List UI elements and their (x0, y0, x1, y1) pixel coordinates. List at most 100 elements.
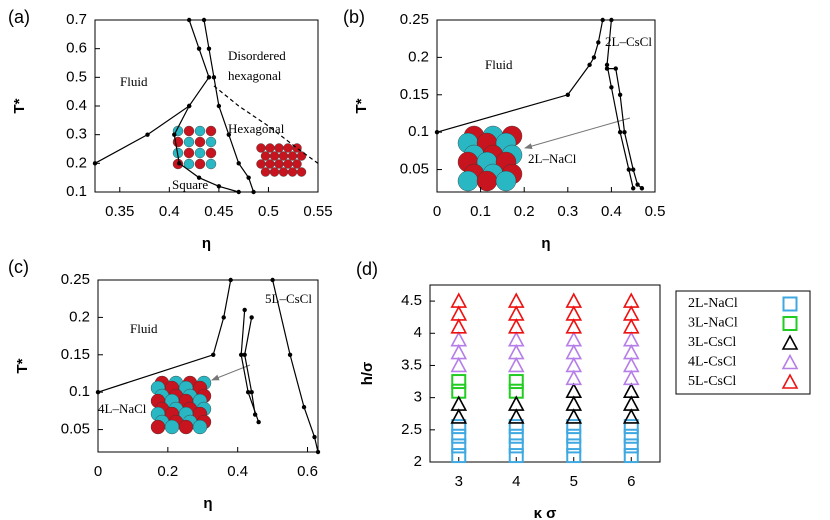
legend-marker (781, 334, 799, 350)
triangle-marker (622, 395, 640, 411)
point (206, 46, 212, 51)
y-tick-label: 0.1 (69, 383, 90, 400)
square-marker (623, 448, 639, 464)
point (591, 55, 597, 60)
point (301, 404, 307, 410)
panel-label: (c) (8, 257, 29, 277)
triangle-marker (507, 305, 525, 321)
legend-marker (782, 296, 798, 312)
point (604, 66, 610, 71)
point (631, 167, 636, 172)
y-tick-label: 0.25 (61, 271, 90, 288)
square-marker (451, 438, 467, 454)
point (145, 132, 150, 137)
point (270, 277, 275, 283)
point (613, 66, 618, 71)
y-tick-label: 0.15 (61, 346, 90, 363)
annotation: 2L–NaCl (528, 151, 577, 166)
triangle-marker (507, 292, 525, 308)
triangle-marker (450, 408, 468, 424)
point (609, 85, 614, 90)
phase-line (203, 19, 255, 193)
triangle-marker (450, 318, 468, 334)
x-axis-label: κ σ (534, 505, 557, 520)
y-tick-label: 0.25 (400, 11, 429, 28)
x-tick-label: 0.4 (601, 203, 622, 220)
crystal-atom (283, 143, 293, 153)
triangle-marker (622, 408, 640, 424)
square-marker (508, 448, 524, 464)
crystal-atom (194, 136, 206, 148)
y-tick-label: 0.2 (408, 48, 429, 65)
square-marker (566, 419, 582, 435)
y-axis-label: T* (14, 358, 31, 373)
point (221, 315, 226, 320)
point (639, 186, 645, 191)
panel-label: (d) (356, 259, 378, 279)
point (434, 129, 440, 135)
y-tick-label: 0.1 (66, 183, 87, 200)
crystal-atom (256, 143, 266, 153)
triangle-marker (622, 356, 640, 373)
point (201, 17, 207, 23)
point (196, 46, 202, 51)
x-tick-label: 0.2 (514, 203, 535, 220)
crystal-atom (194, 125, 206, 137)
point (242, 307, 247, 313)
crystal-atom (150, 419, 166, 435)
point (631, 186, 636, 191)
phase-line (606, 19, 634, 189)
annotation: 2L–CsCl (605, 34, 652, 49)
triangle-marker (450, 356, 468, 373)
crystal-atom (183, 136, 195, 148)
x-tick-label: 0.4 (159, 203, 180, 220)
point (600, 17, 605, 23)
point (238, 352, 244, 357)
triangle-marker (565, 369, 583, 386)
point (216, 103, 222, 109)
point (252, 412, 258, 417)
crystal-atom (278, 167, 289, 177)
y-tick-label: 0.7 (66, 11, 87, 28)
point (216, 184, 222, 189)
point (617, 92, 623, 97)
y-axis-label: T* (353, 98, 370, 113)
triangle-marker (450, 395, 468, 411)
point (312, 434, 317, 440)
panel-label: (b) (343, 7, 365, 27)
crystal-atom (260, 167, 271, 177)
point (315, 449, 321, 455)
triangle-marker (507, 356, 525, 373)
square-marker (451, 428, 467, 444)
plot-frame (97, 279, 319, 453)
triangle-marker (622, 382, 640, 398)
legend-box (675, 290, 811, 395)
crystal-atom (476, 170, 498, 192)
crystal-atom (265, 159, 275, 169)
point (565, 92, 570, 97)
x-tick-label: 0 (433, 203, 441, 220)
triangle-marker (565, 305, 583, 321)
plot-frame (436, 19, 656, 193)
triangle-marker (565, 318, 583, 334)
square-marker (508, 428, 524, 444)
crystal-atom (278, 151, 289, 161)
y-tick-label: 3.5 (401, 356, 422, 373)
x-axis-label: η (203, 495, 212, 512)
x-tick-label: 6 (627, 473, 635, 490)
point (242, 352, 247, 357)
point (617, 129, 623, 135)
point (172, 132, 177, 137)
x-tick-label: 0.2 (157, 463, 178, 480)
crystal-atom (164, 419, 180, 435)
y-tick-label: 2.5 (401, 421, 422, 438)
crystal-atom (457, 170, 479, 192)
annotation: Fluid (130, 321, 158, 336)
point (211, 75, 217, 80)
triangle-marker (622, 369, 640, 386)
point (236, 161, 241, 166)
crystal-atom (256, 159, 266, 169)
x-tick-label: 3 (455, 473, 463, 490)
square-marker (508, 374, 524, 390)
square-marker (508, 419, 524, 435)
